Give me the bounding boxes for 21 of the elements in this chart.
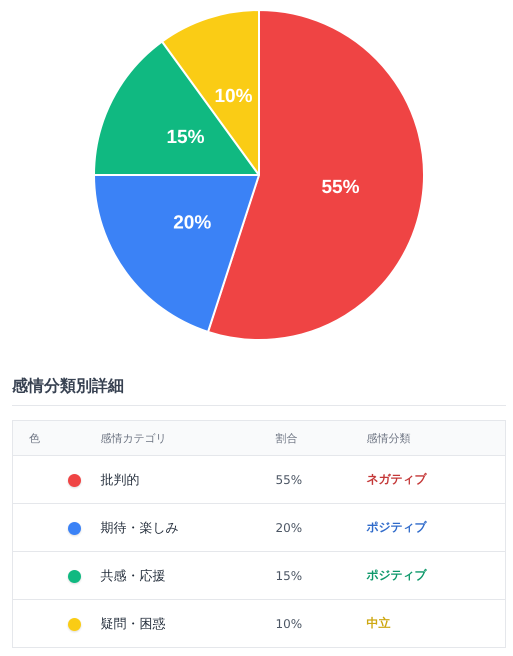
text: 色 [12, 420, 84, 456]
text: 20% [276, 520, 302, 534]
data-label: 20% [173, 212, 212, 234]
text: 感情分類別詳細 [12, 375, 124, 397]
text: 15% [276, 568, 302, 582]
text: 感情カテゴリ [84, 420, 260, 456]
data-label: 15% [166, 126, 205, 148]
legend-label: 批判的 [84, 456, 260, 504]
text: ポジティブ [350, 552, 506, 600]
legend-label: 共感・応援 [84, 552, 260, 600]
text: 55% [276, 472, 302, 486]
text: 10% [276, 616, 302, 630]
text: ネガティブ [350, 456, 506, 504]
text: ポジティブ [350, 504, 506, 552]
text: 割合 [260, 420, 350, 456]
legend-label: 期待・楽しみ [84, 504, 260, 552]
text: 感情分類 [350, 420, 506, 456]
data-label: 10% [214, 86, 253, 107]
text: 中立 [350, 600, 506, 648]
legend-label: 疑問・困惑 [84, 600, 260, 648]
data-label: 55% [321, 177, 360, 198]
